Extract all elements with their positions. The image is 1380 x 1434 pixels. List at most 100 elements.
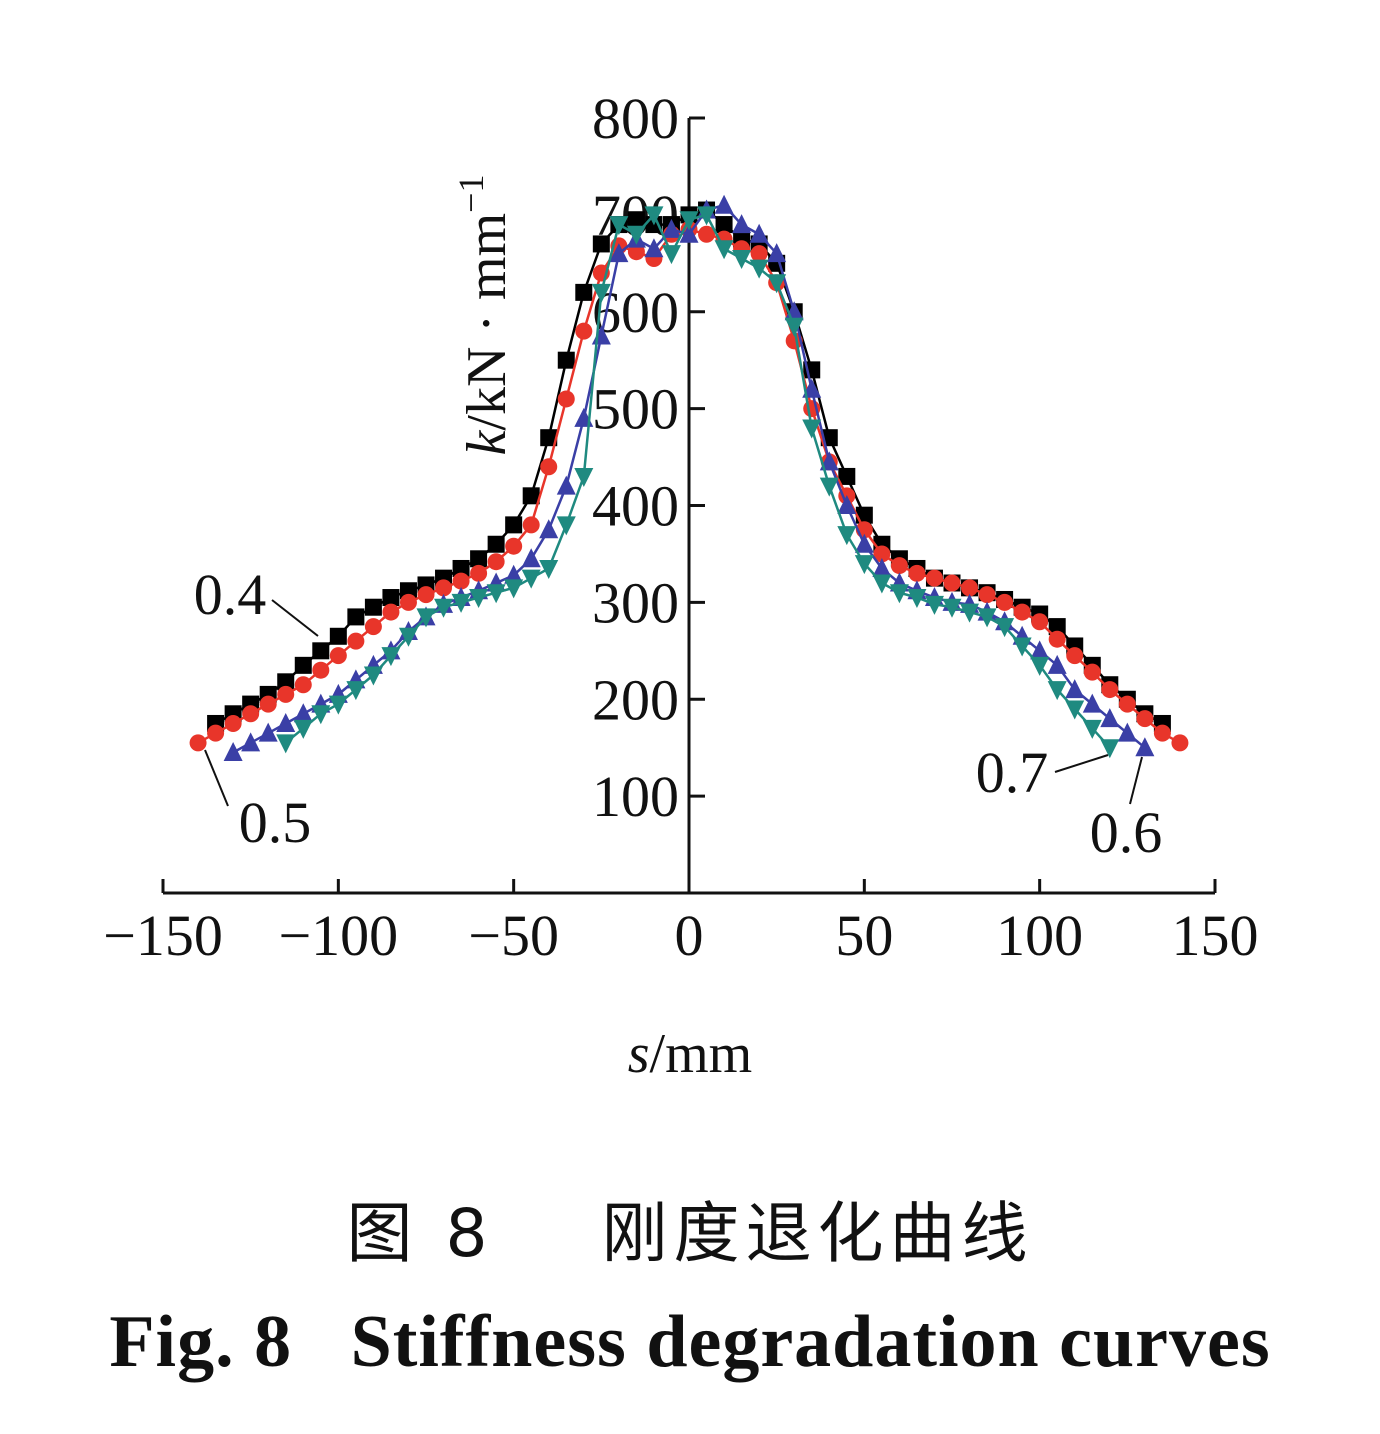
data-point	[346, 681, 366, 701]
curve-label-0-5: 0.5	[239, 790, 312, 855]
data-point	[591, 283, 611, 303]
data-point	[609, 216, 629, 236]
data-point	[1048, 618, 1066, 636]
annotation-leader	[1054, 754, 1109, 773]
data-point	[1012, 637, 1032, 657]
y-tick-label: 100	[592, 764, 679, 829]
data-point	[907, 589, 927, 609]
data-point	[487, 553, 505, 571]
curve-label-0-7: 0.7	[976, 740, 1049, 805]
data-point	[540, 458, 558, 476]
y-axis-title-var: k	[456, 429, 518, 455]
data-point	[924, 595, 944, 615]
data-point	[329, 627, 347, 645]
data-point	[1100, 739, 1120, 759]
labels-layer: s/mm k/kN · mm−1 0.4 0.5 0.7 0.6	[194, 175, 1163, 1085]
x-tick-label: −100	[278, 903, 398, 968]
data-point	[872, 557, 892, 577]
caption-cn-prefix: 图 8	[346, 1195, 494, 1272]
data-point	[1031, 613, 1049, 631]
x-tick-label: 50	[835, 903, 893, 968]
stiffness-chart: −150−100−5005010015010020030040050060070…	[103, 86, 1258, 1085]
data-point	[1082, 719, 1102, 739]
data-point	[540, 429, 558, 447]
y-axis-title-unit: /kN · mm	[456, 213, 518, 431]
data-point	[574, 467, 594, 487]
data-point	[399, 593, 417, 611]
data-point	[189, 734, 207, 752]
y-axis-title: k/kN · mm−1	[451, 175, 518, 456]
data-point	[539, 519, 559, 539]
data-point	[1153, 724, 1171, 742]
data-point	[435, 579, 453, 597]
data-point	[661, 245, 681, 265]
data-point	[452, 572, 470, 590]
series-line	[284, 212, 1111, 749]
data-point	[539, 559, 559, 579]
data-point	[873, 545, 891, 563]
y-tick-label: 300	[592, 570, 679, 635]
y-tick-label: 800	[592, 86, 679, 151]
caption-en-prefix: Fig. 8	[109, 1301, 293, 1383]
data-point	[661, 218, 681, 238]
data-point	[1066, 647, 1084, 665]
data-point	[434, 598, 454, 618]
annotation-leader	[1129, 756, 1143, 805]
data-point	[364, 618, 382, 636]
data-point	[732, 214, 752, 234]
data-point	[802, 378, 822, 398]
data-point	[802, 419, 822, 439]
caption-cn-title: 刚度退化曲线	[601, 1195, 1034, 1272]
data-point	[942, 598, 962, 618]
data-point	[259, 695, 277, 713]
figure-caption-english: Fig. 8 Stiffness degradation curves	[0, 1300, 1380, 1385]
data-point	[714, 240, 734, 260]
data-point	[908, 564, 926, 582]
data-point	[855, 506, 873, 524]
data-point	[837, 526, 857, 546]
data-point	[609, 243, 629, 263]
data-point	[1030, 656, 1050, 676]
data-point	[698, 225, 716, 243]
data-point	[223, 742, 243, 762]
data-point	[557, 390, 575, 408]
data-point	[381, 647, 401, 667]
data-point	[416, 608, 436, 628]
data-point	[398, 627, 418, 647]
data-point	[627, 211, 645, 229]
axes: −150−100−5005010015010020030040050060070…	[103, 86, 1258, 968]
data-point	[715, 216, 733, 234]
data-point	[207, 724, 225, 742]
annotation-leader	[271, 599, 319, 637]
data-point	[328, 695, 348, 715]
data-point	[522, 516, 540, 534]
data-point	[242, 705, 260, 723]
x-tick-label: −150	[103, 903, 223, 968]
data-point	[1047, 681, 1067, 701]
data-point	[276, 734, 296, 754]
x-tick-label: −50	[468, 903, 559, 968]
data-point	[329, 647, 347, 665]
data-point	[556, 516, 576, 536]
data-point	[293, 719, 313, 739]
series-0-7	[276, 206, 1120, 759]
data-point	[1030, 640, 1050, 660]
annotation-leader	[204, 749, 229, 807]
data-point	[1171, 734, 1189, 752]
data-point	[1117, 722, 1137, 742]
x-tick-label: 0	[675, 903, 704, 968]
data-point	[750, 245, 768, 263]
data-point	[872, 574, 892, 594]
data-point	[487, 535, 505, 553]
data-point	[556, 475, 576, 495]
x-tick-label: 100	[996, 903, 1083, 968]
data-point	[925, 569, 943, 587]
data-point	[889, 584, 909, 604]
data-point	[1135, 737, 1155, 757]
data-point	[978, 586, 996, 604]
data-point	[364, 598, 382, 616]
data-point	[312, 642, 330, 660]
data-point	[1048, 630, 1066, 648]
data-point	[294, 676, 312, 694]
x-axis-title: s/mm	[628, 1023, 752, 1085]
